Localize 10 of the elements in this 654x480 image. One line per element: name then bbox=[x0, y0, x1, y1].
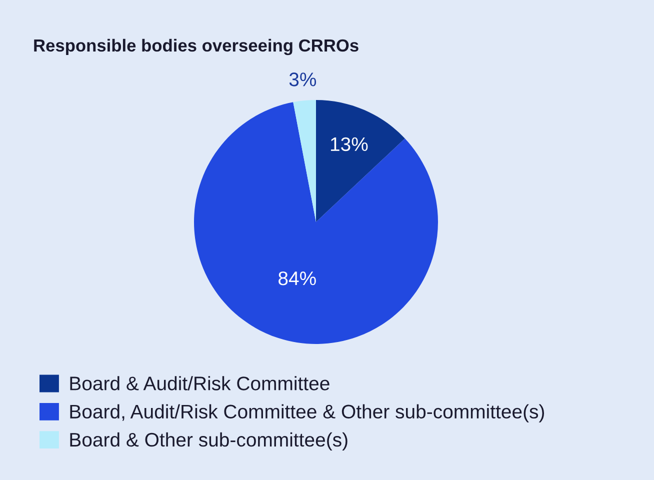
chart-title: Responsible bodies overseeing CRROs bbox=[34, 38, 358, 56]
data-label: 84% bbox=[278, 271, 316, 286]
data-label: 3% bbox=[289, 72, 316, 86]
legend-label: Board, Audit/Risk Committee & Other sub-committee(s) bbox=[70, 404, 544, 422]
pie-slice bbox=[316, 100, 405, 222]
legend-label: Board & Other sub-committee(s) bbox=[70, 432, 348, 450]
legend-label: Board & Audit/Risk Committee bbox=[70, 376, 330, 390]
data-label: 13% bbox=[330, 137, 368, 152]
pie-slice bbox=[194, 102, 438, 344]
pie-slice bbox=[293, 100, 316, 222]
